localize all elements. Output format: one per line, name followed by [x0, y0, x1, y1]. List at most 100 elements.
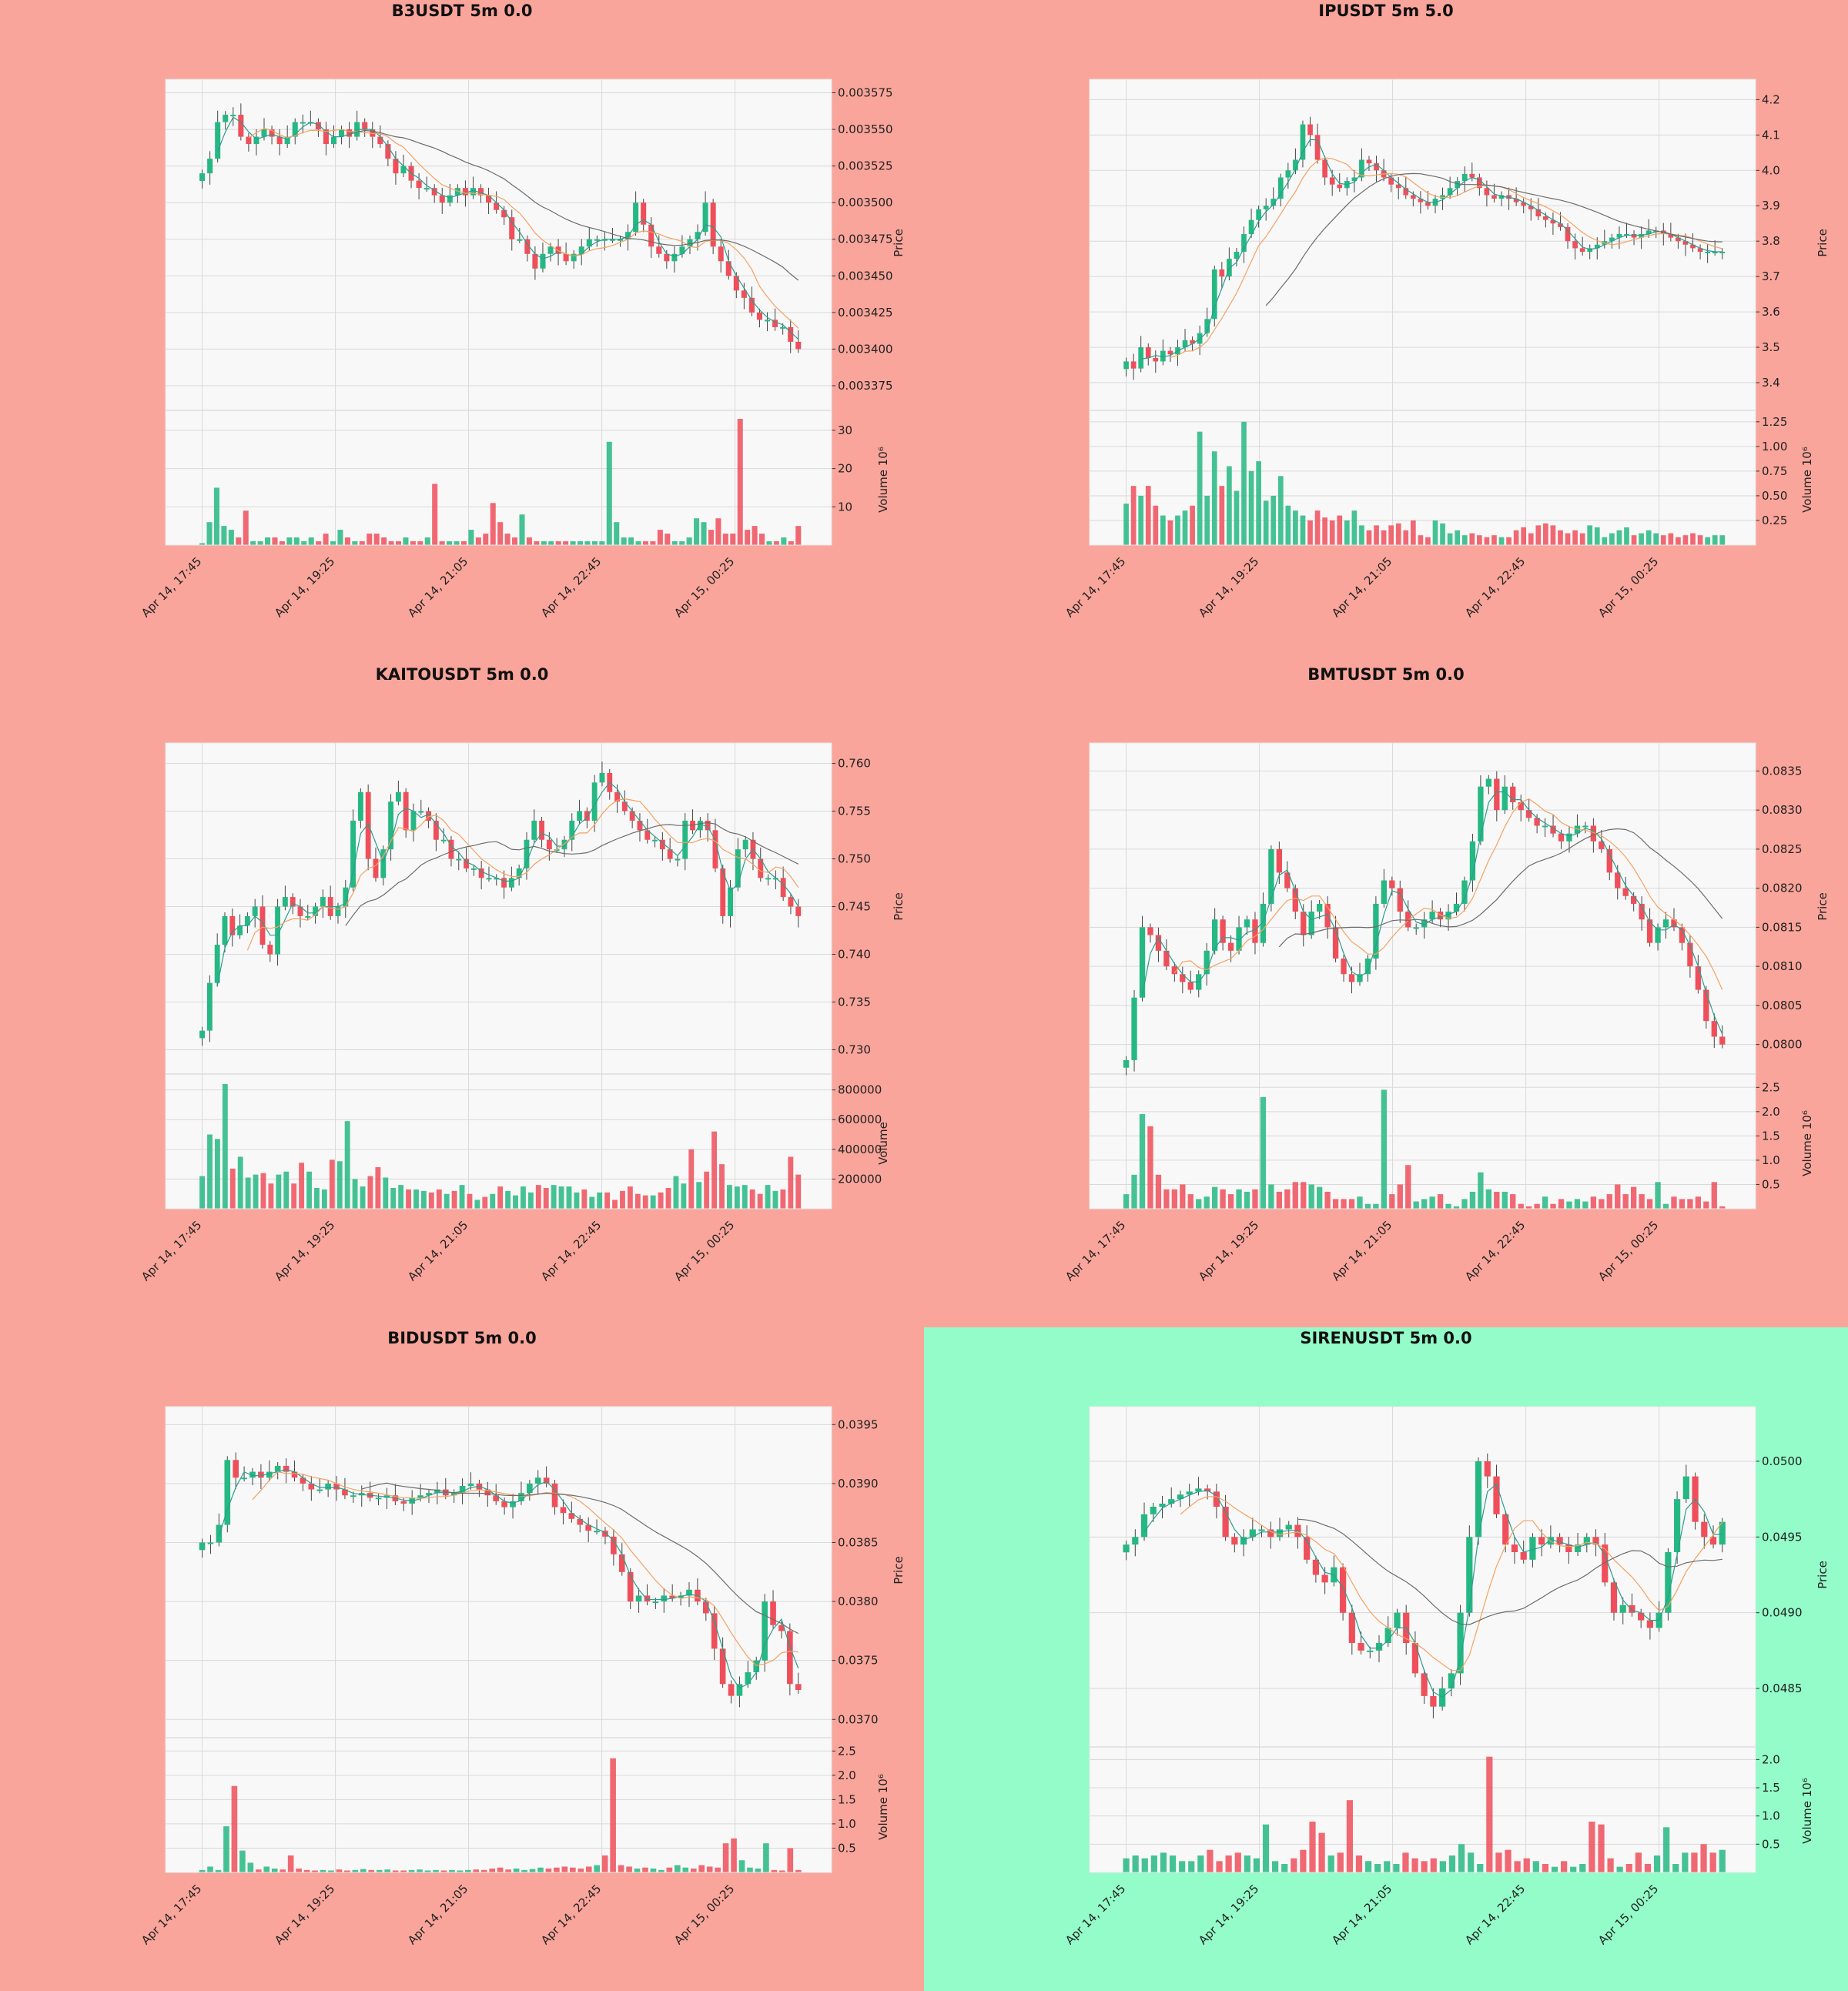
candle-body [1403, 188, 1409, 196]
volume-bar [1211, 1186, 1218, 1209]
volume-bar [1594, 527, 1600, 545]
candle [357, 788, 363, 828]
volume-bar [1393, 1864, 1400, 1872]
candle [725, 249, 732, 280]
candle-body [1484, 188, 1490, 196]
candle [1629, 1593, 1635, 1617]
chart-panel-bidusdt: BIDUSDT 5m 0.0 Apr 14, 17:45 Apr 14, 19:2… [0, 1327, 924, 1991]
volume-bar [1429, 1196, 1435, 1209]
volume-bar [555, 541, 561, 545]
volume-bar [1453, 1206, 1460, 1209]
volume-bar [303, 1869, 310, 1872]
y-tick-label: 0.003575 [838, 86, 893, 100]
candle [1130, 353, 1137, 380]
candle-body [1190, 340, 1195, 344]
candle [410, 803, 417, 842]
candle-body [547, 246, 554, 254]
volume-bar [1550, 525, 1556, 545]
candle-body [551, 1483, 558, 1507]
plot-frame [165, 79, 832, 546]
volume-bar [1314, 510, 1321, 545]
candle-body [577, 811, 582, 821]
volume-bar [1188, 1861, 1195, 1872]
candle [346, 122, 353, 149]
candle [1397, 880, 1403, 923]
volume-bar [657, 530, 663, 545]
volume-bar [626, 1866, 632, 1872]
volume-bar [1248, 470, 1254, 545]
volume-bar [1131, 1174, 1137, 1209]
volume-bar [306, 1171, 312, 1209]
candle [578, 239, 584, 266]
volume-bar [1697, 535, 1703, 545]
candle [470, 865, 477, 876]
candle-body [1457, 1612, 1464, 1674]
volume-bar [618, 1865, 624, 1872]
candle-body [1332, 927, 1339, 959]
candle [1373, 896, 1379, 970]
candle-body [350, 820, 356, 888]
candle-body [1609, 237, 1615, 242]
y-tick-label: 4.0 [1762, 163, 1780, 177]
candle [333, 1476, 340, 1501]
candle-body [656, 246, 662, 254]
volume-bar [597, 1192, 603, 1209]
candle-body [1341, 958, 1347, 975]
volume-bar [344, 1870, 350, 1872]
volume-bar [410, 541, 416, 545]
candle [1493, 1464, 1500, 1518]
volume-bar [1139, 1114, 1146, 1209]
volume-bar [1570, 1866, 1577, 1872]
volume-bar [1196, 1199, 1202, 1209]
volume-bar [1153, 505, 1159, 545]
candle-body [1211, 919, 1218, 951]
candle-body [1277, 177, 1284, 199]
volume-bar [223, 1826, 229, 1872]
volume-tick-label: 2.0 [838, 1768, 856, 1782]
candle-body [1671, 919, 1677, 928]
candle-body [1421, 919, 1428, 928]
candle-body [531, 820, 537, 840]
candle-body [335, 906, 341, 916]
candle-body [1695, 966, 1702, 990]
candle-body [1211, 269, 1217, 320]
candle-body [1359, 159, 1364, 178]
volume-bar [738, 1860, 745, 1872]
candle [316, 1477, 323, 1494]
candle-body [1445, 912, 1451, 920]
volume-bar [1364, 1203, 1371, 1209]
candle [1521, 198, 1527, 214]
candle-body [1388, 177, 1394, 185]
candle-body [282, 897, 288, 907]
volume-bar [1141, 1858, 1148, 1872]
volume-bar [708, 530, 714, 545]
volume-bar [308, 537, 314, 545]
candle-body [426, 811, 431, 821]
candle [1711, 1013, 1717, 1049]
candle [1529, 1533, 1536, 1568]
volume-bar [360, 1186, 366, 1209]
volume-bar [752, 526, 758, 545]
x-tick-label: Apr 15, 00:25 [1595, 1218, 1661, 1283]
candle [516, 865, 522, 886]
volume-bar [1227, 466, 1232, 545]
candle [1421, 1669, 1428, 1704]
candle-body [1425, 202, 1431, 206]
candle-body [1268, 848, 1274, 904]
candle [1341, 955, 1347, 982]
volume-bar [312, 1870, 318, 1872]
volume-bar [1346, 1800, 1353, 1872]
candle-body [1300, 124, 1306, 160]
volume-bar [745, 530, 751, 545]
candle-body [568, 1513, 575, 1519]
volume-bar [390, 1187, 397, 1209]
candle [342, 1477, 348, 1500]
candle [1572, 233, 1578, 260]
volume-bar [253, 1174, 259, 1209]
candle [1348, 1605, 1355, 1655]
volume-bar [1542, 1196, 1548, 1209]
volume-bar [1712, 535, 1718, 545]
candle [1646, 908, 1653, 947]
candle [637, 813, 643, 842]
candle-body [1429, 912, 1435, 920]
